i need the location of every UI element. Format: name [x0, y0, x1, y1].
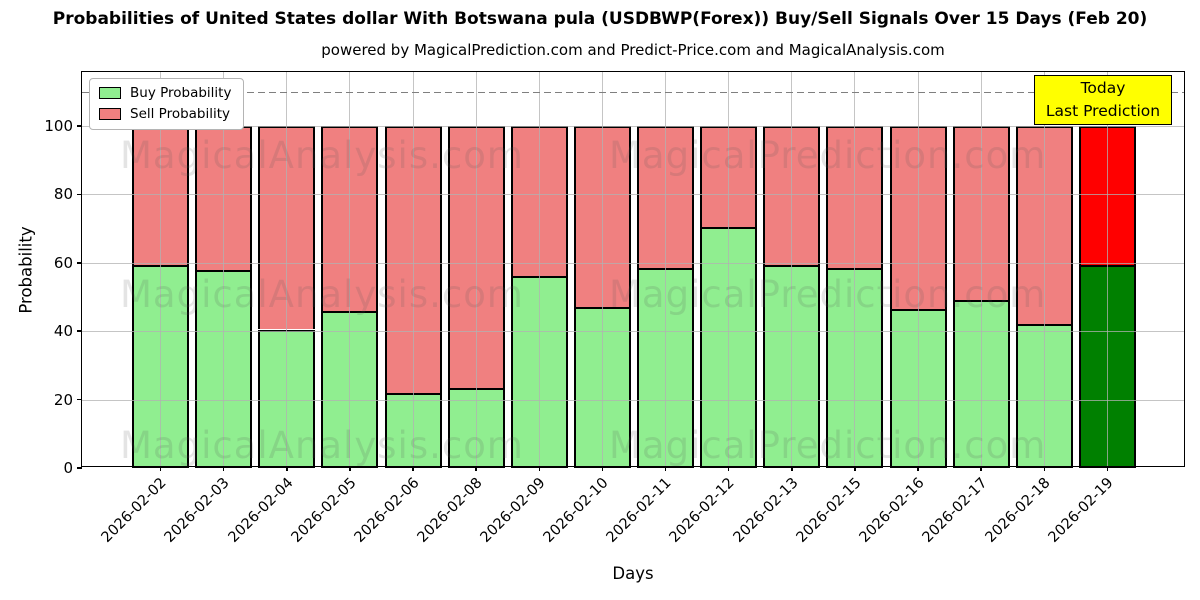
x-tick-mark: [159, 466, 162, 471]
watermark-text: MagicalPrediction.com: [609, 424, 1047, 467]
x-tick-label: 2026-02-04: [225, 475, 297, 546]
y-tick-mark: [77, 193, 82, 196]
y-tick-label: 0: [63, 459, 73, 477]
y-tick-mark: [77, 330, 82, 332]
x-tick-label: 2026-02-09: [477, 475, 549, 546]
vertical-gridline: [917, 72, 919, 466]
x-tick-mark: [286, 466, 288, 471]
x-tick-mark: [980, 466, 982, 471]
x-tick-label: 2026-02-15: [793, 475, 865, 546]
watermark-text: MagicalAnalysis.com: [120, 424, 524, 467]
legend: Buy Probability Sell Probability: [89, 78, 245, 130]
x-tick-mark: [854, 466, 856, 471]
x-tick-mark: [664, 466, 667, 471]
today-annotation-line2: Last Prediction: [1045, 102, 1161, 120]
x-tick-mark: [538, 466, 541, 471]
chart-title: Probabilities of United States dollar Wi…: [52, 9, 1148, 29]
plot-area: 0 20 40 60 80 100 2026-02-02 2026-02-03 2026-02-…: [44, 71, 1185, 546]
y-tick-label: 100: [44, 117, 73, 136]
y-tick-mark: [77, 398, 82, 401]
y-tick-label: 80: [53, 185, 73, 204]
x-tick-mark: [349, 466, 351, 471]
watermark-text: MagicalAnalysis.com: [120, 134, 524, 177]
x-tick-label: 2026-02-13: [730, 475, 802, 546]
watermark-text: MagicalAnalysis.com: [120, 273, 524, 316]
vertical-gridline: [1043, 72, 1045, 466]
x-tick-label: 2026-02-19: [1045, 475, 1117, 546]
x-tick-mark: [601, 466, 604, 471]
x-tick-label: 2026-02-10: [540, 475, 612, 546]
x-tick-mark: [222, 466, 225, 471]
legend-label-sell: Sell Probability: [130, 106, 231, 122]
horizontal-gridline: [82, 399, 1184, 401]
x-tick-mark: [412, 466, 414, 471]
vertical-gridline: [538, 72, 540, 466]
watermark-text: MagicalPrediction.com: [609, 273, 1047, 316]
vertical-gridline: [286, 72, 288, 466]
x-tick-label: 2026-02-17: [919, 475, 991, 546]
y-axis-title: Probability: [16, 226, 36, 314]
vertical-gridline: [223, 72, 225, 466]
vertical-gridline: [475, 72, 477, 466]
buy-swatch-icon: [99, 87, 121, 99]
y-tick-label: 20: [53, 390, 73, 409]
x-tick-label: 2026-02-11: [603, 475, 675, 546]
vertical-gridline: [349, 72, 351, 466]
y-tick-label: 60: [53, 253, 73, 272]
vertical-gridline: [412, 72, 414, 466]
horizontal-gridline: [82, 331, 1184, 333]
today-annotation-line1: Today: [1080, 79, 1126, 97]
sell-swatch-icon: [99, 108, 121, 120]
x-tick-label: 2026-02-02: [98, 475, 170, 546]
chart-subtitle: powered by MagicalPrediction.com and Pre…: [321, 41, 945, 59]
horizontal-gridline: [82, 262, 1184, 264]
vertical-gridline: [1106, 72, 1108, 466]
dashed-threshold-line: [82, 91, 1184, 94]
horizontal-gridline: [82, 194, 1184, 196]
x-tick-mark: [1043, 466, 1046, 471]
x-tick-label: 2026-02-12: [667, 475, 738, 546]
vertical-gridline: [980, 72, 982, 466]
x-tick-mark: [1106, 466, 1109, 471]
x-tick-label: 2026-02-03: [162, 475, 234, 546]
vertical-gridline: [728, 72, 730, 466]
legend-item-sell: Sell Probability: [99, 106, 231, 122]
vertical-gridline: [791, 72, 793, 466]
vertical-gridline: [601, 72, 603, 466]
y-tick-mark: [77, 467, 82, 469]
x-tick-mark: [917, 466, 919, 471]
vertical-gridline: [160, 72, 162, 466]
x-tick-mark: [791, 466, 793, 471]
x-tick-label: 2026-02-16: [856, 475, 928, 546]
x-tick-label: 2026-02-08: [414, 475, 486, 546]
x-tick-mark: [475, 466, 477, 471]
y-tick-mark: [77, 125, 82, 127]
today-annotation: Today Last Prediction: [1034, 75, 1172, 125]
legend-item-buy: Buy Probability: [99, 85, 231, 101]
watermark-text: MagicalPrediction.com: [609, 134, 1047, 177]
x-tick-label: 2026-02-06: [351, 475, 423, 546]
vertical-gridline: [665, 72, 667, 466]
x-tick-label: 2026-02-05: [288, 475, 360, 546]
x-axis-title: Days: [612, 564, 654, 583]
y-tick-label: 40: [53, 322, 73, 341]
x-tick-label: 2026-02-18: [982, 475, 1054, 546]
y-tick-mark: [77, 262, 82, 264]
vertical-gridline: [854, 72, 856, 466]
horizontal-gridline: [82, 126, 1184, 128]
legend-label-buy: Buy Probability: [130, 85, 232, 101]
x-tick-mark: [727, 466, 730, 471]
